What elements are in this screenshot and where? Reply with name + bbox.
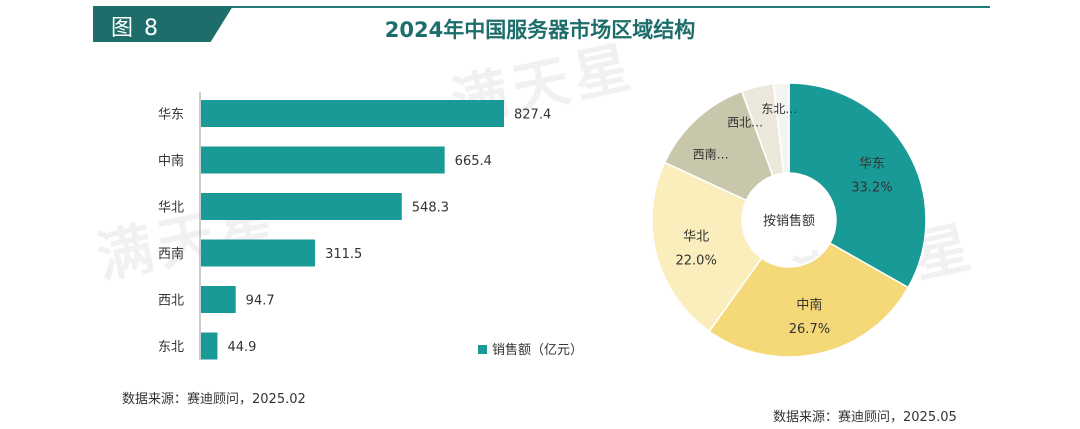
bar: [201, 100, 504, 127]
slice-label: 西南…: [693, 146, 729, 161]
category-label: 中南: [158, 153, 184, 169]
slice-percent: 26.7%: [789, 322, 830, 337]
data-label: 311.5: [325, 247, 362, 262]
data-label: 44.9: [227, 340, 256, 355]
category-label: 西南: [158, 246, 184, 262]
slice-label: 中南: [796, 297, 822, 313]
pie-slice: [651, 161, 763, 333]
donut-center-label: 按销售额: [763, 213, 815, 229]
pie-slice: [788, 82, 927, 289]
category-label: 东北: [158, 340, 184, 355]
bar: [201, 332, 218, 360]
legend-label: 销售额（亿元）: [492, 342, 583, 358]
top-rule: [230, 6, 990, 8]
slice-percent: 22.0%: [676, 253, 717, 268]
figure-label: 图 8: [111, 16, 160, 41]
slice-label: 东北…: [761, 102, 797, 116]
figure-tag: 图 8: [93, 6, 233, 42]
data-label: 548.3: [412, 201, 449, 216]
data-label: 665.4: [455, 154, 492, 169]
pie-slice: [663, 90, 774, 202]
category-label: 西北: [158, 294, 184, 309]
pie-source-note: 数据来源：赛迪顾问，2025.05: [773, 410, 957, 425]
slice-label: 华东: [859, 157, 885, 172]
bar: [201, 286, 236, 313]
pie-slice: [708, 242, 910, 358]
slice-label: 华北: [683, 229, 709, 244]
bar: [201, 193, 402, 220]
bar-source-note: 数据来源：赛迪顾问，2025.02: [122, 392, 306, 407]
legend-swatch: [478, 345, 487, 354]
pie-slice: [772, 82, 790, 175]
data-label: 827.4: [514, 108, 551, 123]
slice-label: 西北…: [727, 116, 763, 130]
data-label: 94.7: [246, 294, 275, 309]
bar: [201, 146, 445, 174]
category-label: 华北: [158, 201, 184, 216]
category-label: 华东: [158, 108, 184, 123]
chart-title: 2024年中国服务器市场区域结构: [384, 18, 696, 42]
slice-percent: 33.2%: [851, 181, 892, 196]
bar: [201, 239, 316, 267]
